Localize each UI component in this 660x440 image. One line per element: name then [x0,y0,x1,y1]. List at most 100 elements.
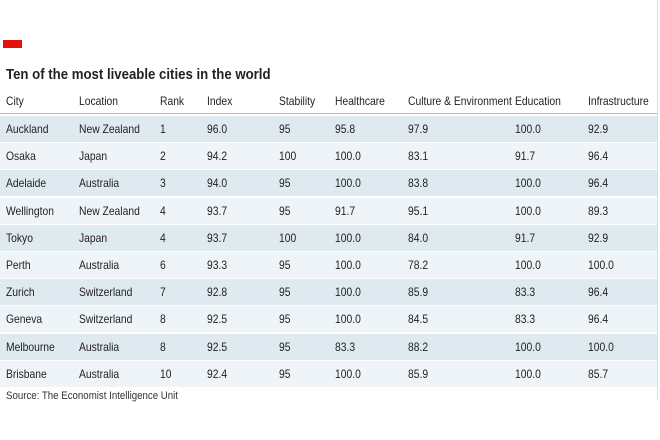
red-tag [3,40,22,48]
table-cell: 100.0 [515,339,541,354]
table-cell: 95.8 [335,122,356,136]
table-cell: 3 [160,176,166,191]
table-cell: 100 [279,230,297,245]
table-cell: 93.3 [207,258,228,272]
row-background [0,170,657,197]
row-background [0,306,657,333]
right-border [657,0,658,400]
table-cell: 83.3 [515,285,536,300]
table-cell: Geneva [6,312,43,327]
table-cell: 100.0 [515,203,541,218]
table-cell: Japan [79,230,108,245]
table-cell: Australia [79,339,120,354]
table-cell: 6 [160,258,166,272]
table-cell: New Zealand [79,122,140,136]
header-cell: Rank [160,94,185,108]
table-cell: Perth [6,258,31,272]
table-cell: Brisbane [6,366,47,381]
table-cell: 92.9 [588,122,609,136]
table-cell: Auckland [6,122,49,136]
header-cell: City [6,94,24,108]
header-cell: Healthcare [335,94,385,108]
table-cell: 95 [279,339,291,354]
source: Source: The Economist Intelligence Unit [6,390,179,402]
table-cell: Australia [79,176,120,191]
table-cell: Melbourne [6,339,55,354]
table-cell: 95 [279,312,291,327]
table-cell: 100.0 [335,176,361,191]
table-cell: Adelaide [6,176,47,191]
table-cell: 96.4 [588,149,609,164]
table-cell: 97.9 [408,122,429,136]
row-background [0,360,657,387]
table-cell: 78.2 [408,258,429,272]
table-cell: 93.7 [207,203,228,218]
table-cell: 1 [160,122,166,136]
table-cell: 91.7 [515,149,536,164]
header-cell: Stability [279,94,316,108]
table-cell: 92.8 [207,285,228,300]
table-cell: 95 [279,285,291,300]
table-cell: 95 [279,366,291,381]
table-cell: 89.3 [588,203,609,218]
table-cell: 92.4 [207,366,228,381]
table-cell: 100.0 [588,339,614,354]
row-background [0,252,657,278]
table-cell: 100.0 [335,312,361,327]
table-cell: 96.4 [588,312,609,327]
table-cell: 100.0 [515,366,541,381]
table-cell: Switzerland [79,285,133,300]
table-cell: Australia [79,258,120,272]
table-cell: 92.5 [207,339,228,354]
table-cell: Switzerland [79,312,133,327]
table-cell: New Zealand [79,203,140,218]
row-background [0,279,657,306]
table-cell: 91.7 [335,203,356,218]
table-cell: 93.7 [207,230,228,245]
table-cell: 100.0 [335,258,361,272]
table-cell: 95 [279,176,291,191]
row-background [0,197,657,224]
table-cell: 4 [160,203,166,218]
title: Ten of the most liveable cities in the w… [6,66,271,83]
row-background [0,143,657,170]
table-cell: Zurich [6,285,35,300]
table-cell: 100 [279,149,297,164]
table-cell: 83.1 [408,149,429,164]
header-cell: Location [79,94,119,108]
table-cell: Tokyo [6,230,33,245]
table-cell: Australia [79,366,120,381]
table-cell: 2 [160,149,166,164]
table-cell: Japan [79,149,108,164]
table-cell: 100.0 [335,285,361,300]
table-cell: 83.3 [515,312,536,327]
table-cell: 92.5 [207,312,228,327]
header-cell: Education [515,94,561,108]
table-cell: 96.0 [207,122,228,136]
table-cell: 85.7 [588,366,609,381]
table-cell: 83.8 [408,176,429,191]
header-cell: Culture & Environment [408,94,512,108]
table-cell: 88.2 [408,339,429,354]
table-cell: 4 [160,230,166,245]
table-cell: 100.0 [335,149,361,164]
table-cell: 8 [160,312,166,327]
table-cell: 94.2 [207,149,228,164]
table-cell: 94.0 [207,176,228,191]
table-cell: 96.4 [588,285,609,300]
table-cell: 100.0 [335,366,361,381]
header-cell: Index [207,94,233,108]
table-cell: 92.9 [588,230,609,245]
table-cell: 100.0 [515,122,541,136]
table-cell: Osaka [6,149,36,164]
table-cell: 95 [279,122,291,136]
table-cell: Wellington [6,203,54,218]
header-rule [0,113,657,114]
table-cell: 91.7 [515,230,536,245]
table-cell: 8 [160,339,166,354]
table-cell: 95.1 [408,203,429,218]
row-background [0,224,657,251]
table-cell: 100.0 [515,176,541,191]
table-cell: 100.0 [335,230,361,245]
